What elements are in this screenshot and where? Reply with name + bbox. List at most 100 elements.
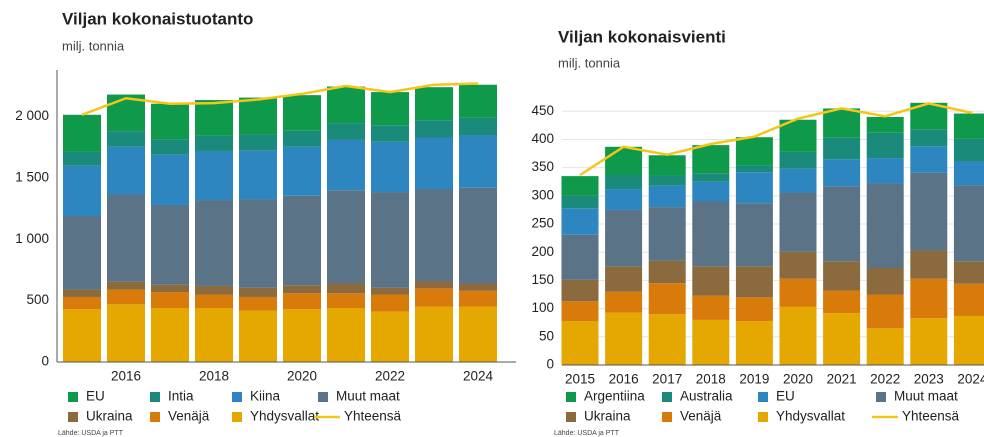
legend-swatch: [566, 412, 576, 422]
y-tick-label: 0: [546, 357, 554, 372]
x-tick-label: 2018: [199, 369, 229, 384]
bar-segment: [953, 138, 984, 162]
bar-segment: [823, 108, 861, 138]
bar-segment: [195, 285, 233, 295]
bar-segment: [415, 306, 453, 362]
legend-swatch: [876, 392, 886, 402]
bar-segment: [866, 328, 904, 365]
bar-segment: [866, 268, 904, 295]
bar-segment: [735, 172, 773, 204]
bar-segment: [692, 173, 730, 182]
bar-segment: [239, 199, 277, 288]
bar-segment: [735, 266, 773, 298]
bar-segment: [561, 321, 599, 365]
bar-segment: [195, 135, 233, 151]
legend-label: Yhteensä: [344, 409, 402, 424]
bar-segment: [605, 312, 643, 365]
bar-segment: [195, 200, 233, 286]
bar-segment: [107, 289, 145, 305]
bar-segment: [779, 306, 817, 365]
bar-segment: [459, 306, 497, 362]
bar-segment: [63, 216, 101, 290]
x-tick-label: 2021: [827, 372, 857, 387]
bar-segment: [605, 189, 643, 210]
bar-segment: [107, 281, 145, 290]
legend-swatch: [68, 412, 78, 422]
legend-swatch: [758, 392, 768, 402]
bar-segment: [459, 283, 497, 291]
legend-label: Venäjä: [168, 409, 210, 424]
bar-segment: [692, 181, 730, 202]
bar-segment: [459, 117, 497, 136]
bar-segment: [371, 311, 409, 362]
bar-segment: [953, 315, 984, 365]
legend-label: Ukraina: [86, 409, 133, 424]
y-tick-label: 150: [531, 272, 554, 287]
y-tick-label: 500: [26, 292, 49, 307]
bar-segment: [735, 137, 773, 166]
bar-segment: [283, 309, 321, 362]
y-tick-label: 250: [531, 216, 554, 231]
bar-segment: [415, 87, 453, 121]
bar-segment: [648, 185, 686, 208]
bar-segment: [107, 304, 145, 362]
legend-swatch: [758, 412, 768, 422]
bar-segment: [779, 168, 817, 193]
bar-segment: [823, 313, 861, 365]
x-tick-label: 2015: [565, 372, 595, 387]
y-tick-label: 200: [531, 244, 554, 259]
bar-segment: [692, 319, 730, 365]
x-tick-label: 2024: [463, 369, 494, 384]
bar-segment: [561, 279, 599, 302]
chart: Viljan kokonaisvienti milj. tonnia 0 50 100 1…: [531, 27, 984, 437]
bar-segment: [866, 183, 904, 269]
bar-segment: [327, 190, 365, 284]
bar-segment: [283, 146, 321, 196]
legend-swatch: [150, 392, 160, 402]
bar-segment: [910, 129, 948, 147]
chart-subtitle: milj. tonnia: [62, 38, 125, 53]
bar-segment: [63, 151, 101, 166]
bar-segment: [107, 194, 145, 282]
bar-segment: [371, 294, 409, 312]
chart-title: Viljan kokonaisvienti: [558, 27, 726, 46]
bar-segment: [151, 204, 189, 285]
legend-label: EU: [86, 389, 105, 404]
legend-label: Yhdysvallat: [776, 409, 845, 424]
legend-label: Venäjä: [680, 409, 722, 424]
bar-segment: [195, 150, 233, 201]
legend-swatch: [662, 392, 672, 402]
bar-segment: [327, 283, 365, 294]
bar-segment: [648, 207, 686, 261]
bar-segment: [605, 174, 643, 190]
bar-segment: [151, 154, 189, 205]
y-tick-label: 2 000: [15, 108, 49, 123]
bar-segment: [151, 139, 189, 155]
bar-segment: [107, 131, 145, 147]
bar-segment: [327, 139, 365, 191]
bar-segment: [735, 321, 773, 365]
bar-segment: [648, 283, 686, 315]
bar-segment: [283, 95, 321, 131]
bar-segment: [561, 301, 599, 322]
bar-segment: [239, 97, 277, 135]
bar-segment: [561, 176, 599, 196]
bar-segment: [239, 150, 277, 200]
y-tick-label: 300: [531, 187, 554, 202]
bar-segment: [779, 251, 817, 279]
x-tick-label: 2022: [870, 372, 900, 387]
bar-segment: [605, 291, 643, 313]
bar-segment: [371, 192, 409, 288]
x-tick-label: 2018: [696, 372, 726, 387]
legend-label: EU: [776, 389, 795, 404]
bar-segment: [910, 146, 948, 173]
bar-segment: [459, 187, 497, 284]
y-tick-label: 400: [531, 131, 554, 146]
bar-segment: [910, 278, 948, 319]
bar-segment: [561, 208, 599, 235]
bar-segment: [648, 314, 686, 365]
bar-segment: [107, 146, 145, 195]
y-tick-label: 1 000: [15, 231, 49, 246]
